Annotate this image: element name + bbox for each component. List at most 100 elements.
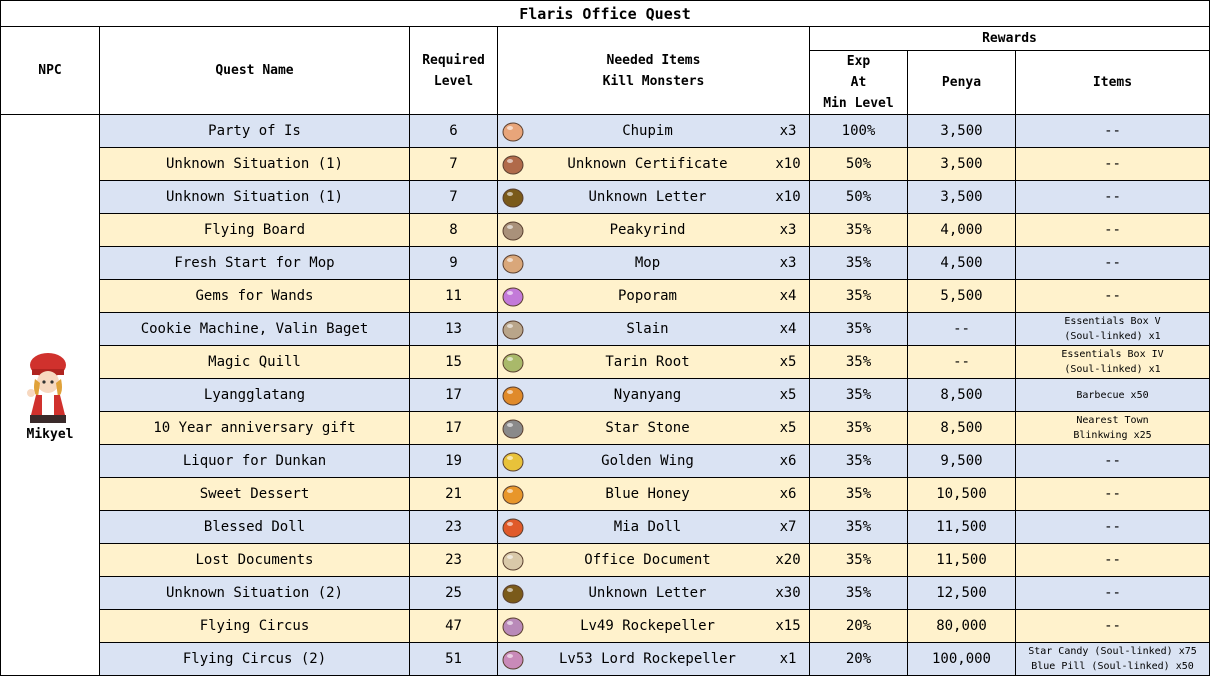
needed-item-quantity: x10 [775,156,801,172]
document-icon [499,545,529,575]
reward-exp: 35% [809,279,908,313]
header-needed-items-line1: Needed Items [606,52,701,68]
needed-item: Mop x3 [499,248,809,279]
reward-exp: 35% [809,378,908,412]
reward-item-line: -- [1104,255,1121,271]
needed-item-name: Chupim [622,123,673,139]
header-exp-line1: Exp [846,54,871,69]
reward-exp: 35% [809,444,908,478]
needed-item-quantity: x6 [779,486,797,502]
required-level: 51 [409,642,498,676]
mop-icon [499,248,529,278]
required-level: 6 [409,114,498,148]
table-row: 10 Year anniversary gift 17 Star Stone x5 35… [1,411,1210,445]
header-rewards: Rewards [809,26,1210,51]
needed-item-quantity: x7 [779,519,797,535]
needed-item: Tarin Root x5 [499,347,809,378]
reward-exp: 35% [809,510,908,544]
slain-icon [499,314,529,344]
npc-mikyel-portrait-icon [27,352,66,423]
needed-item-cell: Golden Wing x6 [497,444,810,478]
required-level: 13 [409,312,498,346]
needed-item-cell: Blue Honey x6 [497,477,810,511]
needed-item-name: Golden Wing [601,453,694,469]
needed-item-quantity: x5 [779,387,797,403]
header-npc: NPC [0,26,100,115]
reward-items: Barbecue x50 [1015,378,1210,412]
needed-item: Blue Honey x6 [499,479,809,510]
poporam-icon [499,281,529,311]
header-required-level-line2: Level [433,73,474,89]
reward-items: Nearest Town Blinkwing x25 [1015,411,1210,445]
needed-item-cell: Unknown Letter x30 [497,576,810,610]
reward-penya: 11,500 [907,510,1016,544]
table-row: Fresh Start for Mop 9 Mop x3 35% 4,500 -- [1,246,1210,280]
star-stone-icon [499,413,529,443]
reward-exp: 100% [809,114,908,148]
reward-penya: 10,500 [907,477,1016,511]
reward-item-line: Essentials Box V [1064,316,1161,327]
reward-items: Essentials Box IV (Soul-linked) x1 [1015,345,1210,379]
needed-item-name: Poporam [617,288,677,304]
needed-item-quantity: x3 [779,255,797,271]
required-level: 17 [409,411,498,445]
reward-item-line: -- [1104,123,1121,139]
reward-exp: 20% [809,642,908,676]
reward-item-line: -- [1104,585,1121,601]
needed-item-cell: Lv53 Lord Rockepeller x1 [497,642,810,676]
quest-name: Gems for Wands [99,279,410,313]
quest-name: Unknown Situation (2) [99,576,410,610]
needed-item: Peakyrind x3 [499,215,809,246]
reward-item-line: -- [1104,222,1121,238]
required-level: 7 [409,147,498,181]
reward-penya: 3,500 [907,147,1016,181]
quest-name: Flying Circus [99,609,410,643]
golden-wing-icon [499,446,529,476]
quest-name: Flying Board [99,213,410,247]
certificate-icon [499,149,529,179]
reward-penya: 4,000 [907,213,1016,247]
quest-name: Flying Circus (2) [99,642,410,676]
letter-icon [499,578,529,608]
needed-item: Star Stone x5 [499,413,809,444]
mia-doll-icon [499,512,529,542]
table-row: Blessed Doll 23 Mia Doll x7 35% 11,500 -- [1,510,1210,544]
reward-items: -- [1015,444,1210,478]
header-required-level-line1: Required [422,52,485,68]
reward-items: Star Candy (Soul-linked) x75 Blue Pill (S… [1015,642,1210,676]
needed-item-name: Mia Doll [613,519,682,535]
table-row: Lost Documents 23 Office Document x20 35% 11,… [1,543,1210,577]
needed-item-cell: Lv49 Rockepeller x15 [497,609,810,643]
needed-item-cell: Peakyrind x3 [497,213,810,247]
reward-penya: 12,500 [907,576,1016,610]
reward-penya: 3,500 [907,114,1016,148]
reward-exp: 20% [809,609,908,643]
table-row: Mikyel Party of Is 6 Chupim x3 100% 3,500 -- [0,114,1210,676]
reward-items: -- [1015,213,1210,247]
needed-item-cell: Chupim x3 [497,114,810,148]
reward-exp: 35% [809,213,908,247]
required-level: 21 [409,477,498,511]
reward-penya: 4,500 [907,246,1016,280]
table-row: Unknown Situation (2) 25 Unknown Letter x30… [1,576,1210,610]
required-level: 23 [409,510,498,544]
needed-item-cell: Nyanyang x5 [497,378,810,412]
needed-item: Unknown Certificate x10 [499,149,809,180]
blue-honey-icon [499,479,529,509]
needed-item-name: Lv49 Rockepeller [580,618,715,634]
reward-item-line: -- [1104,618,1121,634]
quest-name: Lost Documents [99,543,410,577]
needed-item-quantity: x3 [779,222,797,238]
reward-items: -- [1015,510,1210,544]
reward-item-line: -- [1104,486,1121,502]
required-level: 11 [409,279,498,313]
required-level: 8 [409,213,498,247]
reward-items: Essentials Box V (Soul-linked) x1 [1015,312,1210,346]
needed-item-quantity: x4 [779,288,797,304]
header-required-level: Required Level [409,26,498,115]
needed-item-cell: Star Stone x5 [497,411,810,445]
needed-item-name: Star Stone [605,420,690,436]
tarin-root-icon [499,347,529,377]
npc-cell: Mikyel [0,114,100,676]
needed-item-cell: Mia Doll x7 [497,510,810,544]
